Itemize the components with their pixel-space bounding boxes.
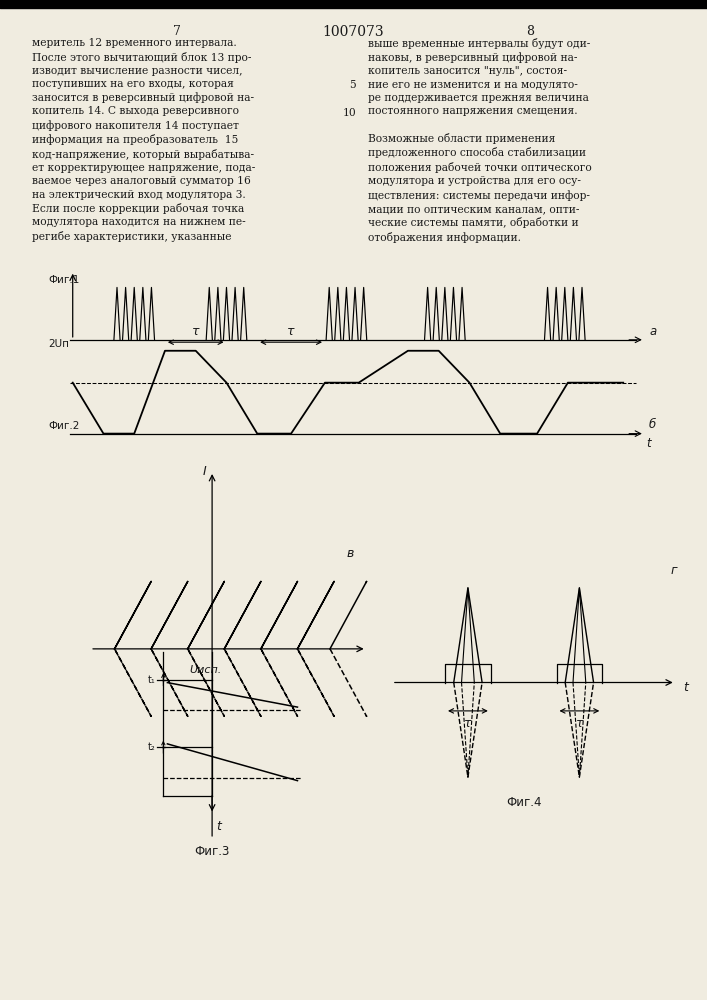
Text: г: г [671, 564, 677, 577]
Text: б: б [649, 418, 656, 431]
Text: а: а [649, 325, 656, 338]
Text: выше временные интервалы будут оди-
наковы, в реверсивный цифровой на-
копитель : выше временные интервалы будут оди- нако… [368, 38, 592, 243]
Text: Uисп.: Uисп. [189, 665, 222, 675]
Text: 2Uп: 2Uп [48, 339, 69, 349]
Text: Фиг.3: Фиг.3 [194, 845, 230, 858]
Text: τ: τ [287, 325, 295, 338]
Text: I: I [202, 465, 206, 478]
Text: t: t [683, 681, 688, 694]
Text: 8: 8 [526, 25, 534, 38]
Text: Фиг.2: Фиг.2 [48, 421, 79, 431]
Text: 1007073: 1007073 [322, 25, 384, 39]
Text: 5: 5 [349, 80, 356, 90]
Text: Фиг.4: Фиг.4 [506, 796, 542, 809]
Text: τ: τ [464, 717, 472, 730]
Text: Фиг.1: Фиг.1 [48, 275, 79, 285]
Text: в: в [346, 547, 354, 560]
Text: t: t [647, 437, 651, 450]
Text: 7: 7 [173, 25, 181, 38]
Text: 10: 10 [342, 108, 356, 118]
Text: τ: τ [575, 717, 583, 730]
Text: t₂: t₂ [148, 742, 156, 752]
Text: t₁: t₁ [148, 675, 156, 685]
Text: меритель 12 временного интервала.
После этого вычитающий блок 13 про-
изводит вы: меритель 12 временного интервала. После … [32, 38, 255, 242]
Text: t: t [216, 820, 221, 833]
Text: τ: τ [192, 325, 199, 338]
